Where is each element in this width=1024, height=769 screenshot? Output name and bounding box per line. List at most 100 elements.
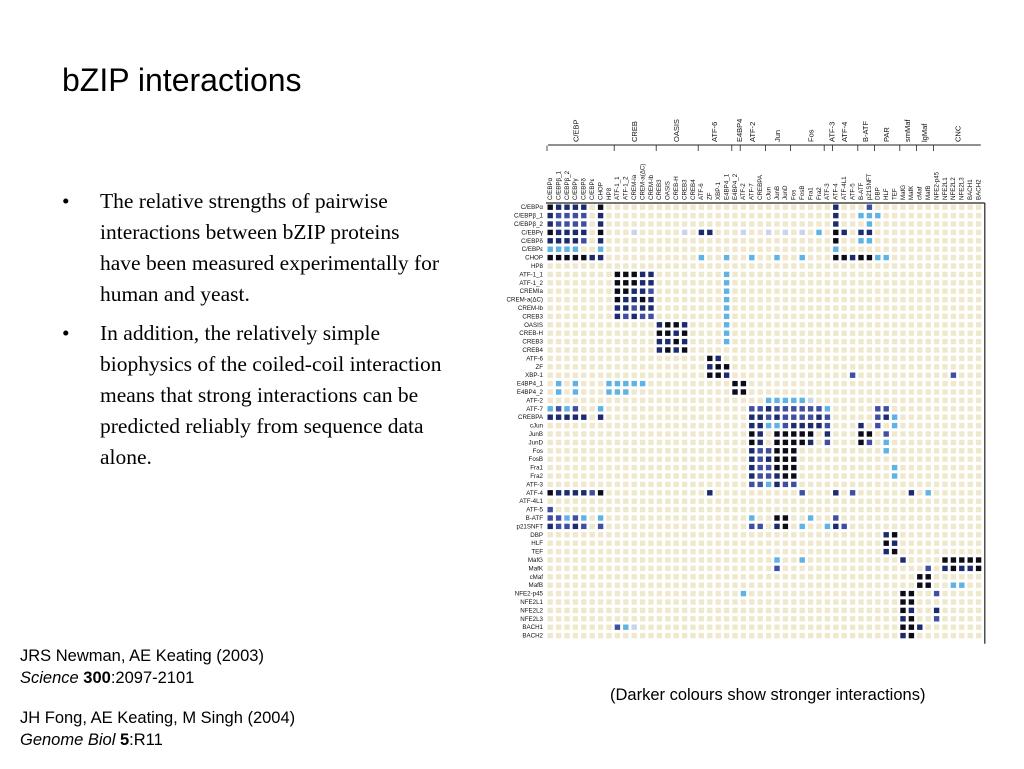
heatmap-cell-empty (740, 632, 747, 639)
heatmap-cell-empty (858, 523, 864, 530)
heatmap-cell-empty (833, 372, 839, 378)
heatmap-cell (799, 431, 805, 437)
heatmap-cell-empty (740, 599, 747, 605)
heatmap-cell-empty (707, 313, 713, 320)
heatmap-cell (816, 414, 822, 420)
heatmap-cell-empty (656, 590, 663, 597)
heatmap-cell-empty (950, 532, 957, 538)
heatmap-cell-empty (564, 296, 570, 303)
heatmap-cell-empty (959, 338, 965, 345)
heatmap-cell-empty (799, 364, 805, 370)
heatmap-cell (648, 305, 654, 311)
heatmap-cell-empty (732, 616, 738, 622)
heatmap-cell-empty (606, 431, 612, 437)
heatmap-cell-empty (900, 380, 906, 387)
heatmap-cell-empty (975, 288, 982, 294)
heatmap-cell-empty (606, 271, 612, 278)
heatmap-cell-empty (799, 280, 805, 286)
row-label: Fra1 (530, 465, 543, 472)
heatmap-cell-empty (799, 221, 805, 227)
heatmap-cell-empty (765, 305, 772, 311)
heatmap-cell-empty (665, 204, 671, 210)
column-label: HLF (883, 188, 890, 200)
heatmap-cell-empty (555, 473, 562, 479)
heatmap-cell-empty (690, 448, 696, 454)
heatmap-cell-empty (925, 532, 931, 538)
heatmap-cell-empty (665, 481, 671, 488)
heatmap-cell (572, 389, 579, 395)
heatmap-cell-empty (707, 414, 713, 420)
heatmap-cell-empty (757, 238, 763, 244)
heatmap-cell-empty (589, 414, 595, 420)
heatmap-cell-empty (698, 506, 705, 513)
heatmap-cell-empty (707, 506, 713, 513)
row-label: CREB4 (522, 347, 543, 354)
heatmap-cell-empty (581, 540, 587, 546)
heatmap-cell-empty (749, 271, 755, 278)
heatmap-cell-empty (791, 288, 797, 294)
heatmap-cell-empty (942, 607, 948, 614)
heatmap-cell-empty (589, 574, 595, 580)
heatmap-cell-empty (597, 448, 604, 454)
heatmap-cell-empty (849, 238, 856, 244)
heatmap-cell-empty (631, 574, 637, 580)
heatmap-cell-empty (698, 473, 705, 479)
heatmap-cell-empty (967, 355, 973, 362)
heatmap-cell-empty (673, 422, 679, 429)
heatmap-cell-empty (555, 464, 562, 471)
heatmap-cell (891, 473, 898, 479)
heatmap-cell-empty (883, 397, 889, 404)
heatmap-cell-empty (900, 263, 906, 269)
heatmap-cell-empty (673, 389, 679, 395)
heatmap-cell-empty (841, 221, 847, 227)
heatmap-cell-empty (648, 590, 654, 597)
heatmap-cell-empty (858, 263, 864, 269)
row-label: NFE2L1 (520, 599, 543, 606)
heatmap-cell-empty (807, 288, 814, 294)
heatmap-cell-empty (681, 515, 688, 521)
column-label: CREM-lb (648, 174, 655, 200)
heatmap-cell-empty (950, 548, 957, 555)
heatmap-cell-empty (740, 372, 747, 378)
heatmap-cell-empty (732, 490, 738, 496)
row-label: BACH1 (522, 624, 543, 631)
heatmap-cell-empty (917, 490, 923, 496)
heatmap-cell-empty (875, 305, 881, 311)
heatmap-cell-empty (967, 481, 973, 488)
heatmap-cell-empty (824, 229, 831, 236)
heatmap-cell-empty (950, 389, 957, 395)
row-label: ATF-5 (526, 507, 543, 514)
heatmap-cell-empty (791, 212, 797, 219)
heatmap-cell-empty (690, 355, 696, 362)
column-label: BACH1 (967, 179, 974, 200)
heatmap-cell-empty (950, 422, 957, 429)
heatmap-cell-empty (597, 313, 604, 320)
heatmap-cell-empty (698, 448, 705, 454)
heatmap-cell-empty (908, 397, 915, 404)
heatmap-cell-empty (925, 448, 931, 454)
heatmap-cell-empty (606, 523, 612, 530)
column-label: ZF (707, 192, 714, 200)
heatmap-cell-empty (824, 498, 831, 504)
heatmap-cell (833, 212, 839, 219)
heatmap-cell-empty (740, 238, 747, 244)
heatmap-cell-empty (875, 506, 881, 513)
heatmap-cell-empty (698, 330, 705, 336)
heatmap-cell-empty (925, 380, 931, 387)
heatmap-cell-empty (681, 212, 688, 219)
heatmap-cell-empty (900, 389, 906, 395)
heatmap-cell-empty (631, 431, 637, 437)
heatmap-cell-empty (631, 456, 637, 462)
heatmap-cell-empty (623, 406, 629, 412)
heatmap-cell-empty (833, 574, 839, 580)
heatmap-cell (883, 406, 889, 412)
heatmap-cell (597, 254, 604, 261)
heatmap-cell (614, 624, 621, 630)
heatmap-cell-empty (807, 506, 814, 513)
heatmap-cell-empty (858, 590, 864, 597)
heatmap-cell-empty (791, 624, 797, 630)
heatmap-cell-empty (900, 540, 906, 546)
heatmap-cell-empty (740, 313, 747, 320)
heatmap-cell-empty (933, 380, 940, 387)
heatmap-cell-empty (723, 498, 730, 504)
